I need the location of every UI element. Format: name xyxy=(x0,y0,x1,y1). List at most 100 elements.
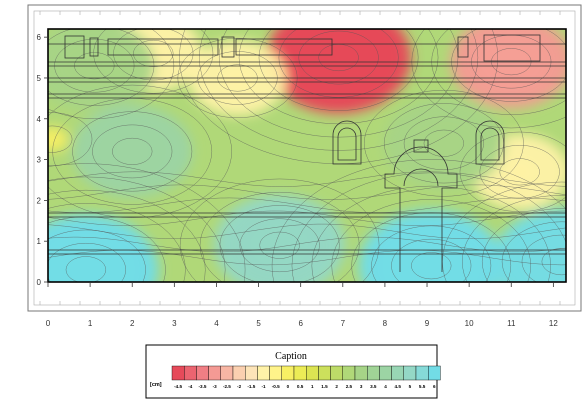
contour-line xyxy=(271,159,566,282)
colorbar-tick-label: 2.5 xyxy=(346,384,353,389)
portal xyxy=(384,146,458,272)
colorbar-swatch xyxy=(318,365,331,381)
contour-line xyxy=(113,29,194,81)
colorbar-swatch xyxy=(183,365,197,381)
upper-panel xyxy=(89,37,99,57)
contour-line xyxy=(48,163,246,282)
colorbar-tick-label: 0 xyxy=(287,384,290,389)
contour-band xyxy=(48,213,159,282)
y-tick-label: 2 xyxy=(37,196,42,205)
upper-panel xyxy=(457,36,469,58)
y-tick-label: 1 xyxy=(37,237,42,246)
x-tick-label: 10 xyxy=(465,319,474,328)
contour-line xyxy=(311,185,551,282)
colorbar-swatch xyxy=(342,365,356,381)
contour-line xyxy=(259,231,300,259)
contour-line xyxy=(48,176,226,282)
colorbar-tick-label: -4 xyxy=(188,384,193,389)
contour-line xyxy=(403,116,484,171)
contour-line xyxy=(48,229,146,282)
contour-band xyxy=(451,29,566,108)
upper-panel xyxy=(64,35,85,59)
x-tick-label: 4 xyxy=(214,319,219,328)
contour-band xyxy=(72,105,193,198)
colorbar-swatch xyxy=(330,365,344,381)
contour-line xyxy=(48,249,566,266)
x-tick-label: 7 xyxy=(341,319,346,328)
contour-line xyxy=(298,30,379,85)
portal-keystone xyxy=(413,139,429,153)
colorbar-tick-label: 3 xyxy=(360,384,363,389)
contour-line xyxy=(364,89,524,197)
colorbar-tick-label: 1 xyxy=(311,384,314,389)
y-tick-label: 6 xyxy=(37,33,42,42)
colorbar-tick-label: -3 xyxy=(213,384,218,389)
contour-line xyxy=(48,84,232,218)
contour-line xyxy=(219,205,340,282)
contour-line xyxy=(481,208,566,282)
colorbar-swatch xyxy=(391,365,405,381)
upper-panel xyxy=(483,34,541,62)
contour-line xyxy=(92,124,173,179)
contour-line xyxy=(93,29,214,94)
colorbar-tick-label: -1.5 xyxy=(247,384,255,389)
colorbar-tick-label: -3.5 xyxy=(199,384,207,389)
contour-line xyxy=(258,29,419,111)
colorbar-tick-label: 3.5 xyxy=(370,384,377,389)
window-left xyxy=(332,120,362,165)
upper-panel xyxy=(107,38,219,56)
contour-band xyxy=(213,194,346,282)
contour-line xyxy=(383,103,504,184)
window-right xyxy=(475,120,505,165)
colorbar-tick-label: 2 xyxy=(335,384,338,389)
colorbar-swatch xyxy=(220,365,234,381)
contour-line xyxy=(48,125,73,153)
colorbar-title: Caption xyxy=(275,351,307,362)
colorbar-swatch xyxy=(415,365,429,381)
inner-frame xyxy=(33,10,576,306)
contour-line xyxy=(199,29,479,151)
colorbar-unit: [cm] xyxy=(150,382,162,388)
contour-line xyxy=(371,225,492,282)
colorbar-tick-label: 4 xyxy=(384,384,387,389)
contour-band xyxy=(383,96,505,190)
colorbar-tick-label: 5 xyxy=(409,384,412,389)
upper-panel xyxy=(235,38,333,56)
x-tick-label: 3 xyxy=(172,319,177,328)
colorbar-swatch xyxy=(293,365,307,381)
colorbar-labels: -4.5 -4 -3.5 -3 -2.5 -2 -1.5 -1 -0.5 0 0.5 1 1.5 2 2.5… xyxy=(174,384,436,389)
y-axis: 0 1 2 3 4 5 6 xyxy=(37,33,48,287)
colorbar-swatch xyxy=(403,365,417,381)
colorbar-tick-label: 5.5 xyxy=(419,384,426,389)
window-left xyxy=(337,127,357,161)
y-tick-label: 4 xyxy=(37,115,42,124)
colorbar-tick-label: -4.5 xyxy=(174,384,182,389)
colorbar-swatch xyxy=(428,365,441,381)
colorbar-tick-label: 1.5 xyxy=(321,384,328,389)
colorbar-swatch xyxy=(367,365,380,381)
contour-line xyxy=(479,145,560,199)
contour-line xyxy=(499,158,540,186)
colorbar-tick-label: 0.5 xyxy=(297,384,304,389)
colorbar-swatch xyxy=(269,365,283,381)
contour-line xyxy=(239,218,320,273)
window-right xyxy=(480,127,500,161)
contour-band xyxy=(48,29,155,113)
y-tick-label: 3 xyxy=(37,156,42,165)
contour-line xyxy=(331,199,531,282)
contour-line xyxy=(199,191,360,282)
colorbar-tick-label: 6 xyxy=(433,384,436,389)
contour-line xyxy=(459,131,566,212)
contour-line xyxy=(48,184,566,200)
colorbar-tick-label: -2 xyxy=(237,384,242,389)
x-tick-label: 1 xyxy=(88,319,93,328)
contour-band xyxy=(492,208,566,282)
contour-fill xyxy=(48,29,566,282)
colorbar-swatch xyxy=(379,365,392,381)
x-tick-label: 8 xyxy=(383,319,388,328)
x-axis: 0 1 2 3 4 5 6 7 8 9 10 11 12 xyxy=(46,282,558,328)
contour-line xyxy=(501,221,566,282)
contour-line xyxy=(391,238,472,282)
x-tick-label: 6 xyxy=(298,319,303,328)
x-tick-label: 0 xyxy=(46,319,51,328)
